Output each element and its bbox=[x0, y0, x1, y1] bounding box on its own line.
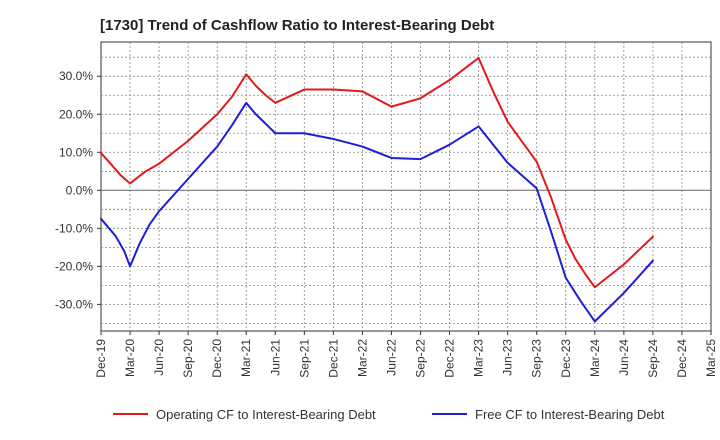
grid bbox=[101, 42, 711, 331]
y-tick-label: -30.0% bbox=[55, 297, 93, 311]
x-tick-label: Dec-21 bbox=[326, 339, 340, 378]
x-tick-label: Jun-21 bbox=[268, 339, 282, 376]
legend: Operating CF to Interest-Bearing Debt Fre… bbox=[113, 407, 665, 422]
x-tick-label: Sep-21 bbox=[297, 339, 311, 378]
x-tick-label: Dec-22 bbox=[443, 339, 457, 378]
y-tick-label: -20.0% bbox=[55, 259, 93, 273]
y-tick-label: -10.0% bbox=[55, 221, 93, 235]
series-line-2 bbox=[100, 101, 654, 323]
y-tick-label: 10.0% bbox=[59, 145, 93, 159]
x-tick-label: Mar-22 bbox=[355, 339, 369, 377]
x-tick-label: Dec-20 bbox=[210, 339, 224, 378]
x-tick-label: Sep-20 bbox=[181, 339, 195, 378]
series-line-1 bbox=[100, 56, 654, 289]
x-tick-label: Mar-25 bbox=[704, 339, 718, 377]
x-tick-label: Mar-20 bbox=[123, 339, 137, 377]
x-tick-label: Mar-24 bbox=[588, 339, 602, 377]
y-axis-ticks: -30.0% -20.0% -10.0% 0.0% 10.0% 20.0% 30.0% bbox=[55, 69, 101, 311]
x-axis-ticks: Dec-19 Mar-20 Jun-20 Sep-20 Dec-20 Mar-21 Jun-… bbox=[94, 331, 718, 378]
x-tick-label: Jun-24 bbox=[617, 339, 631, 376]
x-tick-label: Mar-21 bbox=[239, 339, 253, 377]
legend-label-1: Operating CF to Interest-Bearing Debt bbox=[156, 407, 376, 422]
x-tick-label: Mar-23 bbox=[472, 339, 486, 377]
x-tick-label: Jun-23 bbox=[501, 339, 515, 376]
y-tick-label: 0.0% bbox=[66, 183, 94, 197]
y-tick-label: 20.0% bbox=[59, 107, 93, 121]
chart-title: [1730] Trend of Cashflow Ratio to Intere… bbox=[100, 17, 494, 34]
x-tick-label: Jun-20 bbox=[152, 339, 166, 376]
x-tick-label: Sep-24 bbox=[646, 339, 660, 378]
x-tick-label: Dec-24 bbox=[675, 339, 689, 378]
plot-area bbox=[100, 41, 712, 332]
x-tick-label: Sep-22 bbox=[414, 339, 428, 378]
y-tick-label: 30.0% bbox=[59, 69, 93, 83]
x-tick-label: Dec-19 bbox=[94, 339, 108, 378]
x-tick-label: Sep-23 bbox=[530, 339, 544, 378]
x-tick-label: Dec-23 bbox=[559, 339, 573, 378]
legend-label-2: Free CF to Interest-Bearing Debt bbox=[475, 407, 665, 422]
x-tick-label: Jun-22 bbox=[384, 339, 398, 376]
series-lines bbox=[100, 56, 654, 323]
